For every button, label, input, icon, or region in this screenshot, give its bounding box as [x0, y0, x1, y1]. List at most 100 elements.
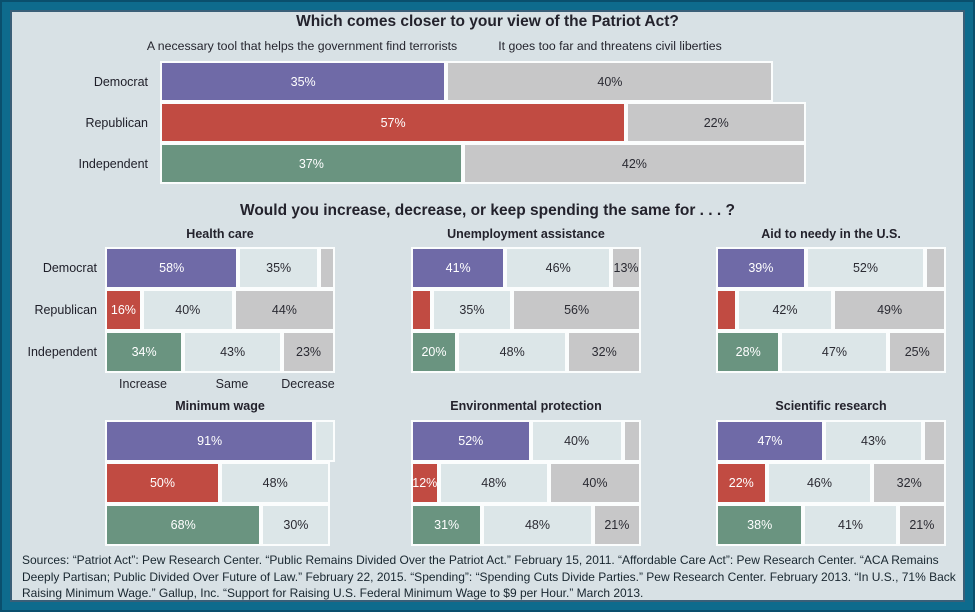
bar-segment-independent: 34% [105, 331, 184, 373]
bar-row-democrat: 91% [105, 420, 335, 462]
bar-segment-light: 46% [505, 247, 612, 289]
bar-row-republican: 50% 48% [105, 462, 335, 504]
health-care-chart: 58% 35% 16% 40% 44% 34% 43% 23% [105, 247, 335, 373]
bar-row-democrat: 52% 40% [411, 420, 641, 462]
chart-title-unemployment: Unemployment assistance [447, 227, 605, 241]
bar-segment-gray [922, 420, 946, 462]
bar-segment-gray [925, 247, 946, 289]
axis-label-decrease: Decrease [281, 377, 335, 391]
bar-segment-light [314, 420, 335, 462]
patriot-act-chart: Democrat 35% 40% Republican 57% 22% Independen… [10, 61, 807, 184]
bar-row-democrat: 58% 35% [105, 247, 335, 289]
bar-row-republican: 16% 40% 44% [105, 289, 335, 331]
bar-segment-republican [716, 289, 737, 331]
bar-segment-gray: 40% [446, 61, 774, 102]
axis-labels: Increase Same Decrease [105, 377, 335, 393]
unemployment-chart: 41% 46% 13% 35% 56% 20% 48% 32% [411, 247, 641, 373]
bar-segment-light: 52% [805, 247, 926, 289]
bar-segment-democrat: 91% [105, 420, 315, 462]
bar-segment-light: 46% [766, 462, 873, 504]
bar-segment-light: 35% [238, 247, 319, 289]
bar-segment-independent: 38% [716, 504, 804, 546]
bar-segment-independent: 31% [411, 504, 483, 546]
bar-row-republican: 57% 22% [160, 102, 807, 143]
bar-row-independent: 28% 47% 25% [716, 331, 946, 373]
spending-section-title: Would you increase, decrease, or keep sp… [239, 202, 735, 219]
bar-segment-democrat: 58% [105, 247, 239, 289]
aid-needy-chart: 39% 52% 42% 49% 28% 47% 25% [716, 247, 946, 373]
minimum-wage-chart: 91% 50% 48% 68% 30% [105, 420, 335, 546]
chart-title-minimum-wage: Minimum wage [175, 399, 265, 413]
bar-row-independent: 38% 41% 21% [716, 504, 946, 546]
bar-segment-republican: 50% [105, 462, 220, 504]
bar-segment-light: 43% [183, 331, 283, 373]
axis-label-same: Same [215, 377, 249, 391]
column-header-goes-too-far: It goes too far and threatens civil libe… [498, 39, 722, 53]
chart-row: Democrat 35% 40% [10, 61, 806, 102]
bar-segment-gray: 56% [512, 289, 641, 331]
bar-segment-light: 48% [457, 331, 568, 373]
bar-row-democrat: 39% 52% [716, 247, 946, 289]
chart-row: Republican 57% 22% [10, 102, 807, 143]
bar-segment-gray: 25% [888, 331, 946, 373]
party-labels-column: Democrat Republican Independent [10, 247, 97, 373]
bar-segment-democrat: 52% [411, 420, 531, 462]
bar-segment-light: 40% [530, 420, 623, 462]
bar-row-republican: 35% 56% [411, 289, 641, 331]
bar-segment-light: 48% [220, 462, 331, 504]
bar-segment-gray: 49% [833, 289, 946, 331]
bar-segment-gray: 22% [626, 102, 807, 143]
patriot-chart-title: Which comes closer to your view of the P… [296, 13, 679, 30]
bar-segment-democrat: 41% [411, 247, 506, 289]
bar-segment-republican: 16% [105, 289, 142, 331]
bar-row-independent: 34% 43% 23% [105, 331, 335, 373]
bar-segment-light: 41% [803, 504, 898, 546]
bar-row-democrat: 35% 40% [160, 61, 774, 102]
bar-segment-independent: 37% [160, 143, 463, 184]
chart-row: Independent 37% 42% [10, 143, 807, 184]
bar-segment-gray: 40% [548, 462, 641, 504]
bar-segment-democrat: 47% [716, 420, 825, 462]
bar-row-republican: 12% 48% 40% [411, 462, 641, 504]
bar-segment-independent: 68% [105, 504, 262, 546]
category-label-independent: Independent [78, 156, 148, 171]
column-header-necessary-tool: A necessary tool that helps the governme… [146, 39, 458, 53]
category-label-republican: Republican [34, 303, 97, 317]
bar-segment-gray: 32% [567, 331, 641, 373]
bar-segment-republican: 57% [160, 102, 627, 143]
category-label-republican: Republican [85, 115, 148, 130]
bar-row-independent: 31% 48% 21% [411, 504, 641, 546]
category-label-democrat: Democrat [93, 74, 148, 89]
bar-row-republican: 42% 49% [716, 289, 946, 331]
sources-note: Sources: “Patriot Act”: Pew Research Cen… [22, 553, 956, 600]
bar-row-independent: 68% 30% [105, 504, 335, 546]
bar-segment-democrat: 39% [716, 247, 806, 289]
bar-row-republican: 22% 46% 32% [716, 462, 946, 504]
chart-title-scientific: Scientific research [775, 399, 887, 413]
scientific-chart: 47% 43% 22% 46% 32% 38% 41% 21% [716, 420, 946, 546]
category-label-independent: Independent [27, 345, 97, 359]
environmental-chart: 52% 40% 12% 48% 40% 31% 48% 21% [411, 420, 641, 546]
bar-row-democrat: 47% 43% [716, 420, 946, 462]
bar-segment-light: 48% [438, 462, 549, 504]
patriot-column-headers: A necessary tool that helps the governme… [147, 39, 975, 55]
chart-title-health-care: Health care [186, 227, 254, 241]
bar-segment-independent: 20% [411, 331, 457, 373]
bar-segment-independent: 28% [716, 331, 781, 373]
chart-title-environmental: Environmental protection [450, 399, 602, 413]
bar-segment-light: 42% [736, 289, 834, 331]
bar-row-independent: 20% 48% 32% [411, 331, 641, 373]
bar-row-democrat: 41% 46% 13% [411, 247, 641, 289]
bar-segment-light: 30% [261, 504, 331, 546]
bar-segment-light: 48% [482, 504, 593, 546]
bar-segment-republican [411, 289, 432, 331]
bar-segment-republican: 12% [411, 462, 439, 504]
bar-segment-gray: 23% [282, 331, 335, 373]
category-label-democrat: Democrat [42, 261, 97, 275]
bar-segment-gray: 42% [462, 143, 807, 184]
bar-segment-gray: 32% [872, 462, 946, 504]
bar-segment-light: 40% [141, 289, 234, 331]
bar-segment-gray: 13% [611, 247, 641, 289]
bar-segment-democrat: 35% [160, 61, 447, 102]
